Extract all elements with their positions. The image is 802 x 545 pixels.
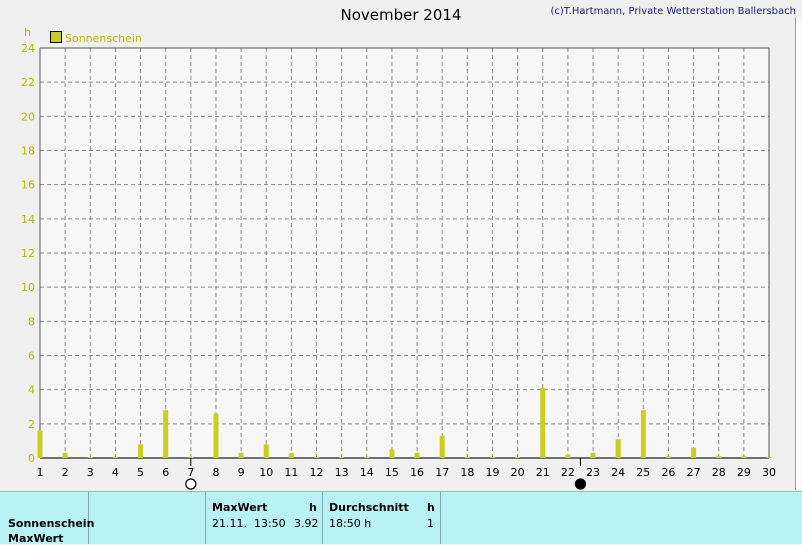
x-tick-label: 6 [162, 466, 169, 479]
bar-day-7 [188, 457, 194, 458]
max-time: 21.11. 13:50 [212, 517, 286, 530]
y-tick-label: 12 [21, 247, 35, 260]
avg-unit: h [427, 501, 435, 514]
bar-day-9 [238, 452, 244, 458]
y-tick-label: 24 [21, 42, 35, 55]
bar-day-17 [439, 435, 445, 458]
bar-day-3 [87, 457, 93, 458]
x-tick-label: 20 [511, 466, 525, 479]
x-tick-label: 1 [37, 466, 44, 479]
y-tick-label: 14 [21, 213, 35, 226]
x-tick-label: 24 [611, 466, 625, 479]
x-tick-label: 7 [187, 466, 194, 479]
x-tick-label: 23 [586, 466, 600, 479]
bar-day-11 [288, 452, 294, 458]
bar-day-19 [489, 457, 495, 458]
x-tick-label: 11 [284, 466, 298, 479]
x-tick-label: 13 [335, 466, 349, 479]
summary-spacer-column [88, 492, 206, 544]
x-tick-label: 22 [561, 466, 575, 479]
bar-day-4 [112, 457, 118, 458]
scrollbar-edge[interactable] [795, 18, 802, 490]
max-unit: h [309, 501, 317, 514]
max-header: MaxWert [212, 501, 268, 514]
y-tick-label: 18 [21, 145, 35, 158]
legend-swatch [50, 31, 62, 43]
summary-table: Sonnenschein MaxWert MaxWert h 21.11. 13… [0, 491, 802, 545]
bar-day-16 [414, 452, 420, 458]
x-tick-label: 27 [687, 466, 701, 479]
avg-header: Durchschnitt [329, 501, 409, 514]
x-tick-label: 30 [762, 466, 776, 479]
y-tick-label: 0 [28, 452, 35, 465]
summary-label-column: Sonnenschein MaxWert [0, 492, 94, 545]
avg-time: 18:50 h [329, 517, 372, 530]
x-tick-label: 17 [435, 466, 449, 479]
row-label-sunshine: Sonnenschein [8, 517, 95, 530]
new-moon-icon [574, 478, 587, 490]
bar-day-6 [163, 410, 169, 458]
bar-day-14 [364, 457, 370, 458]
y-tick-label: 20 [21, 110, 35, 123]
x-tick-label: 14 [360, 466, 374, 479]
x-tick-label: 21 [536, 466, 550, 479]
x-tick-label: 8 [212, 466, 219, 479]
avg-value: 1 [427, 517, 434, 530]
x-tick-label: 15 [385, 466, 399, 479]
bar-day-29 [741, 456, 747, 458]
y-tick-label: 22 [21, 76, 35, 89]
x-tick-label: 4 [112, 466, 119, 479]
bar-day-28 [716, 456, 722, 458]
x-tick-label: 26 [661, 466, 675, 479]
credit-text: (c)T.Hartmann, Private Wetterstation Bal… [550, 6, 796, 17]
bar-day-1 [37, 430, 43, 458]
legend: Sonnenschein [50, 31, 142, 45]
legend-label: Sonnenschein [65, 32, 142, 45]
summary-avg-column: Durchschnitt h 18:50 h 1 [322, 492, 441, 544]
bar-day-30 [766, 457, 772, 458]
bar-day-10 [263, 444, 269, 458]
bar-day-26 [665, 456, 671, 458]
x-tick-label: 12 [310, 466, 324, 479]
bar-day-20 [515, 457, 521, 458]
bar-day-27 [691, 447, 697, 458]
bar-day-25 [640, 410, 646, 458]
x-tick-label: 19 [485, 466, 499, 479]
bar-day-8 [213, 413, 219, 458]
summary-max-column: MaxWert h 21.11. 13:50 3.92 [205, 492, 323, 544]
bar-day-12 [314, 457, 320, 458]
y-tick-label: 16 [21, 179, 35, 192]
x-tick-label: 16 [410, 466, 424, 479]
x-tick-label: 3 [87, 466, 94, 479]
bar-day-18 [464, 457, 470, 458]
bar-day-23 [590, 452, 596, 458]
x-tick-label: 18 [460, 466, 474, 479]
x-tick-label: 2 [62, 466, 69, 479]
x-tick-label: 25 [636, 466, 650, 479]
bar-day-24 [615, 439, 621, 458]
bar-day-22 [565, 454, 571, 458]
bar-day-15 [389, 449, 395, 458]
bar-day-13 [339, 457, 345, 458]
y-tick-label: 8 [28, 315, 35, 328]
x-tick-label: 28 [712, 466, 726, 479]
chart-title: November 2014 [340, 6, 462, 24]
y-tick-label: 6 [28, 350, 35, 363]
x-tick-label: 10 [259, 466, 273, 479]
bar-day-5 [138, 444, 144, 458]
x-tick-label: 9 [238, 466, 245, 479]
bar-day-21 [540, 387, 546, 458]
bar-day-2 [62, 452, 68, 458]
x-tick-label: 29 [737, 466, 751, 479]
y-tick-label: 4 [28, 384, 35, 397]
y-tick-label: 2 [28, 418, 35, 431]
max-value: 3.92 [294, 517, 319, 530]
full-moon-icon [185, 478, 197, 490]
x-tick-label: 5 [137, 466, 144, 479]
y-tick-label: 10 [21, 281, 35, 294]
y-axis-unit: h [24, 26, 31, 39]
row-label-maxwert: MaxWert [8, 532, 64, 545]
